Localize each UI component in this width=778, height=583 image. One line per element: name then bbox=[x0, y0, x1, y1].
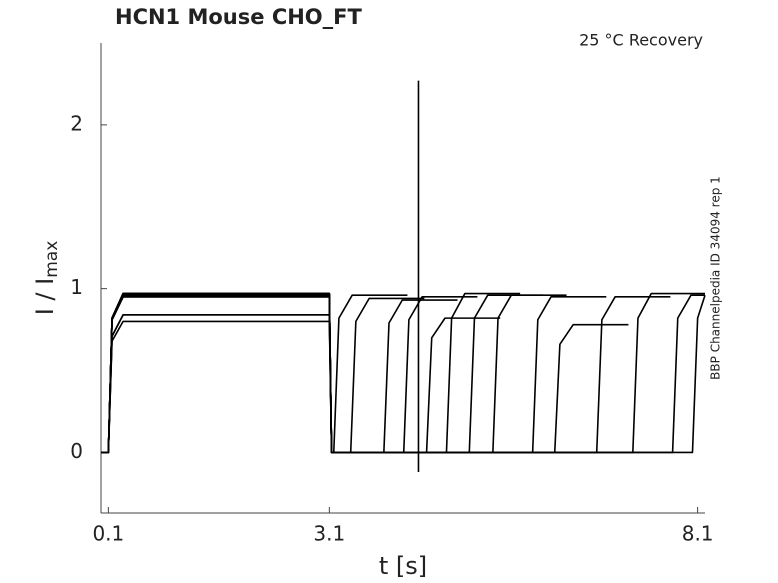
trace bbox=[101, 292, 705, 454]
x-axis-label: t [s] bbox=[379, 552, 427, 580]
y-axis-label: I / Imax bbox=[31, 241, 62, 316]
trace bbox=[101, 296, 671, 454]
y-tick-label: 2 bbox=[70, 111, 83, 135]
chart-subtitle: 25 °C Recovery bbox=[579, 31, 703, 50]
y-tick-label: 0 bbox=[70, 439, 83, 463]
x-tick-label: 8.1 bbox=[682, 522, 714, 546]
trace bbox=[101, 296, 425, 454]
trace bbox=[101, 294, 706, 454]
y-axis-label-sub: max bbox=[42, 241, 62, 278]
trace bbox=[101, 294, 501, 454]
trace bbox=[101, 296, 478, 454]
trace bbox=[101, 292, 408, 454]
chart-title: HCN1 Mouse CHO_FT bbox=[115, 5, 362, 29]
trace bbox=[101, 292, 705, 454]
y-tick-label: 1 bbox=[70, 275, 83, 299]
x-tick-label: 0.1 bbox=[92, 522, 124, 546]
side-note: BBP Channelpedia ID 34094 rep 1 bbox=[709, 176, 723, 380]
y-axis-label-text: I / I bbox=[31, 278, 59, 316]
x-tick-label: 3.1 bbox=[313, 522, 345, 546]
trace bbox=[101, 314, 629, 454]
